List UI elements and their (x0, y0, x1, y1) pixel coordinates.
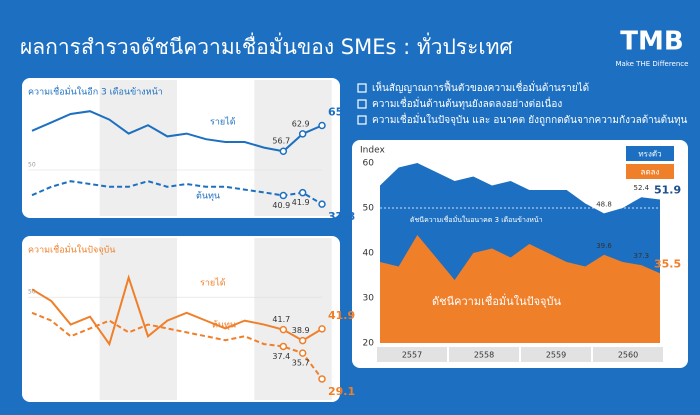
line (31, 110, 323, 153)
x-band (377, 347, 447, 362)
x-tick-label: 2560 (618, 351, 638, 360)
point (279, 325, 288, 334)
y-tick-label: 50 (28, 289, 36, 296)
point (318, 325, 326, 333)
bullet (357, 99, 367, 109)
y-tick-label: 40 (363, 249, 375, 259)
data-label: 65.9 (328, 105, 355, 118)
x-band (449, 347, 519, 362)
band (99, 80, 177, 216)
series-label: ดัชนีความเชื่อมั่นในปัจจุบัน (432, 293, 561, 308)
chart-title: ความเชื่อมั่นในอีก 3 เดือนข้างหน้า (28, 85, 163, 98)
note: ความเชื่อมั่นด้านต้นทุนยังลดลงอย่างต่อเน… (372, 96, 562, 110)
logo: TMB (620, 27, 683, 57)
series-label: รายได้ (200, 278, 226, 289)
legend-swatch (626, 146, 674, 161)
legend-swatch (626, 164, 674, 179)
line (31, 311, 323, 380)
data-label: 41.9 (292, 198, 310, 207)
line (31, 180, 323, 206)
note: ความเชื่อมั่นในปัจจุบัน และ อนาคต ยังถูก… (372, 112, 688, 126)
line (31, 274, 323, 347)
y-tick-label: 50 (28, 162, 36, 169)
bullet (357, 115, 367, 125)
point (298, 130, 307, 138)
point (298, 349, 307, 357)
data-label: 40.9 (272, 201, 290, 210)
series-label: ดัชนีความเชื่อมั่นในอนาคต 3 เดือนข้างหน้… (410, 215, 543, 224)
legend-label: ลดลง (641, 168, 660, 177)
legend-label: ทรงตัว (638, 150, 661, 159)
y-tick-label: 20 (363, 339, 375, 349)
point (318, 121, 326, 130)
data-label: 51.9 (654, 183, 681, 196)
data-label: 37.8 (328, 210, 355, 223)
y-tick-label: 60 (363, 159, 375, 169)
note: เห็นสัญญาณการฟื้นตัวของความเชื่อมั่นด้าน… (372, 80, 589, 94)
series-label: รายได้ (210, 117, 236, 128)
series-label: ต้นทุน (196, 191, 220, 202)
data-label: 35.7 (292, 359, 310, 368)
data-label: 38.9 (292, 326, 310, 335)
band (99, 238, 177, 400)
data-label: 39.6 (596, 242, 612, 250)
data-label: 56.7 (272, 137, 290, 146)
point (279, 147, 288, 155)
data-label: 52.4 (634, 184, 650, 192)
data-label: 29.1 (328, 385, 355, 398)
data-label: 41.7 (272, 315, 290, 324)
point (279, 191, 288, 200)
point (298, 336, 307, 345)
x-tick-label: 2558 (474, 351, 494, 360)
data-label: 48.8 (596, 200, 612, 208)
point (318, 200, 326, 208)
point (279, 342, 288, 351)
data-label: 62.9 (292, 119, 310, 128)
data-label: 35.5 (654, 257, 681, 270)
logo-tagline: Make THE Difference (616, 60, 689, 68)
data-label: 41.9 (328, 309, 355, 322)
data-label: 37.3 (634, 252, 650, 260)
x-tick-label: 2559 (546, 351, 566, 360)
chart-title: ความเชื่อมั่นในปัจจุบัน (28, 243, 115, 256)
axis-title: Index (360, 146, 385, 156)
point (298, 188, 307, 197)
x-band (593, 347, 663, 362)
page-title: ผลการสำรวจดัชนีความเชื่อมั่นของ SMEs : ท… (20, 32, 513, 59)
x-tick-label: 2557 (402, 351, 422, 360)
data-label: 37.4 (272, 352, 290, 361)
series-label: ต้นทุน (212, 320, 236, 331)
point (318, 375, 326, 383)
area (380, 235, 660, 343)
x-band (521, 347, 591, 362)
y-tick-label: 30 (363, 294, 375, 304)
y-tick-label: 50 (363, 204, 375, 214)
band (254, 238, 332, 400)
bullet (357, 83, 367, 93)
